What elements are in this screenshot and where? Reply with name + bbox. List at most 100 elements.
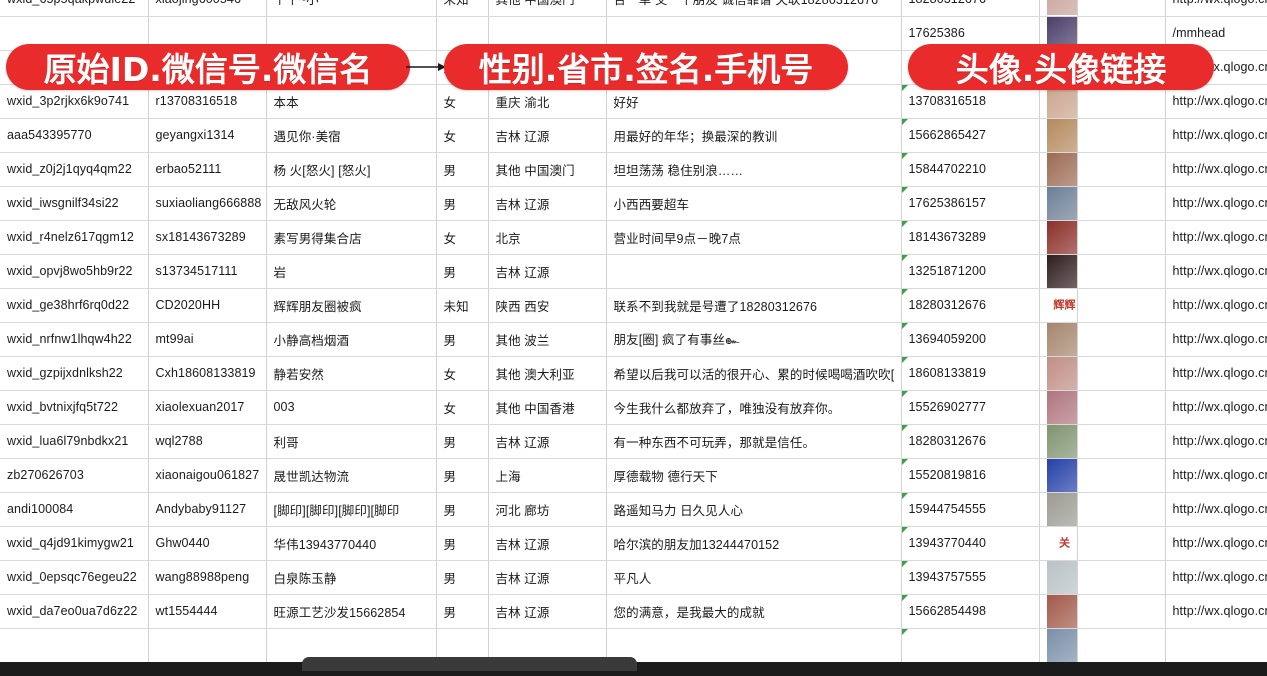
cell-avatar[interactable]: [1039, 390, 1078, 425]
cell-region[interactable]: 其他 澳大利亚: [488, 356, 607, 391]
cell-region[interactable]: 河北 廊坊: [488, 492, 607, 527]
cell-avatar[interactable]: 关: [1039, 526, 1078, 561]
cell-avatar[interactable]: [1039, 424, 1078, 459]
cell-raw-id[interactable]: wxid_q4jd91kimygw21: [0, 526, 149, 561]
cell-avatar-link[interactable]: http://wx.qlogo.cn/mmhead: [1165, 356, 1267, 391]
cell-signature[interactable]: 有一种东西不可玩弄，那就是信任。: [606, 424, 902, 459]
cell-wechat-name[interactable]: 小静高档烟酒: [266, 322, 437, 357]
cell-avatar[interactable]: [1039, 220, 1078, 255]
table-row[interactable]: aaa543395770 geyangxi1314 遇见你·美宿女吉林 辽源 用最好的…: [0, 118, 1267, 153]
cell-wechat-id[interactable]: [148, 628, 267, 663]
cell-phone[interactable]: 18143673289: [901, 220, 1040, 255]
cell-raw-id[interactable]: wxid_bvtnixjfq5t722: [0, 390, 149, 425]
cell-spacer[interactable]: [1077, 152, 1166, 187]
cell-signature[interactable]: 今生我什么都放弃了，唯独没有放弃你。: [606, 390, 902, 425]
table-row[interactable]: wxid_65p5qakpwuie22xiaojing600546丫丫~小未知其…: [0, 0, 1267, 17]
cell-wechat-name[interactable]: 旺源工艺沙发15662854: [266, 594, 437, 629]
cell-raw-id[interactable]: aaa543395770: [0, 118, 149, 153]
cell-gender[interactable]: 男: [436, 424, 489, 459]
cell-phone[interactable]: 15844702210: [901, 152, 1040, 187]
cell-wechat-name[interactable]: 素写男得集合店: [266, 220, 437, 255]
cell-phone[interactable]: 18280312676: [901, 288, 1040, 323]
cell-signature[interactable]: 合一单 交一个朋友 诚信靠谱 失联18280312676: [606, 0, 902, 17]
cell-raw-id[interactable]: [0, 628, 149, 663]
table-row[interactable]: wxid_0epsqc76egeu22 wang88988peng 白泉陈玉静男吉林…: [0, 560, 1267, 595]
cell-phone[interactable]: 18608133819: [901, 356, 1040, 391]
cell-region[interactable]: 北京: [488, 220, 607, 255]
cell-wechat-id[interactable]: Andybaby91127: [148, 492, 267, 527]
cell-phone[interactable]: [901, 628, 1040, 663]
cell-spacer[interactable]: [1077, 322, 1166, 357]
cell-wechat-name[interactable]: 华伟13943770440: [266, 526, 437, 561]
cell-wechat-id[interactable]: CD2020HH: [148, 288, 267, 323]
cell-avatar-link[interactable]: http://wx.qlogo.cn/mmhead: [1165, 458, 1267, 493]
cell-avatar-link[interactable]: http://wx.qlogo.cn/mmhead: [1165, 526, 1267, 561]
table-row[interactable]: wxid_da7eo0ua7d6z22 wt1554444 旺源工艺沙发156628…: [0, 594, 1267, 629]
cell-signature[interactable]: [606, 628, 902, 663]
cell-wechat-id[interactable]: xiaojing600546: [148, 0, 267, 17]
cell-wechat-name[interactable]: 丫丫~小: [266, 0, 437, 17]
cell-region[interactable]: [488, 628, 607, 663]
cell-gender[interactable]: 未知: [436, 288, 489, 323]
table-row[interactable]: wxid_ge38hrf6rq0d22 CD2020HH 辉辉朋友圈被疯 未知 陕西 西…: [0, 288, 1267, 323]
cell-wechat-name[interactable]: 静若安然: [266, 356, 437, 391]
cell-region[interactable]: 上海: [488, 458, 607, 493]
cell-spacer[interactable]: [1077, 492, 1166, 527]
cell-avatar-link[interactable]: http://wx.qlogo.cn/mmhead: [1165, 560, 1267, 595]
cell-wechat-name[interactable]: [266, 628, 437, 663]
table-row[interactable]: wxid_nrfnw1lhqw4h22 mt99ai 小静高档烟酒男其他 波兰 朋友[…: [0, 322, 1267, 357]
table-row[interactable]: wxid_lua6l79nbdkx21 wql2788 利哥男吉林 辽源 有一种东西不…: [0, 424, 1267, 459]
cell-gender[interactable]: 男: [436, 560, 489, 595]
cell-raw-id[interactable]: wxid_r4nelz617qgm12: [0, 220, 149, 255]
cell-spacer[interactable]: [1077, 356, 1166, 391]
cell-wechat-id[interactable]: xiaolexuan2017: [148, 390, 267, 425]
cell-phone[interactable]: 15944754555: [901, 492, 1040, 527]
cell-wechat-name[interactable]: 无敌风火轮: [266, 186, 437, 221]
cell-phone[interactable]: 15520819816: [901, 458, 1040, 493]
cell-wechat-id[interactable]: wt1554444: [148, 594, 267, 629]
cell-gender[interactable]: 男: [436, 322, 489, 357]
cell-wechat-id[interactable]: suxiaoliang666888: [148, 186, 267, 221]
cell-gender[interactable]: 未知: [436, 0, 489, 17]
cell-signature[interactable]: 坦坦荡荡 稳住别浪……: [606, 152, 902, 187]
table-row[interactable]: zb270626703 xiaonaigou061827 晟世凯达物流男上海 厚德载物…: [0, 458, 1267, 493]
cell-phone[interactable]: 15662854498: [901, 594, 1040, 629]
cell-spacer[interactable]: [1077, 628, 1166, 663]
cell-raw-id[interactable]: wxid_gzpijxdnlksh22: [0, 356, 149, 391]
cell-avatar[interactable]: [1039, 152, 1078, 187]
cell-avatar-link[interactable]: http://wx.qlogo.cn/mmhead: [1165, 84, 1267, 119]
cell-wechat-name[interactable]: 遇见你·美宿: [266, 118, 437, 153]
cell-region[interactable]: 吉林 辽源: [488, 526, 607, 561]
cell-gender[interactable]: 男: [436, 492, 489, 527]
table-row[interactable]: wxid_gzpijxdnlksh22 Cxh18608133819 静若安然女其他…: [0, 356, 1267, 391]
cell-region[interactable]: 其他 中国澳门: [488, 152, 607, 187]
cell-avatar-link[interactable]: http://wx.qlogo.cn/mmhead: [1165, 0, 1267, 17]
cell-avatar[interactable]: 辉辉: [1039, 288, 1078, 323]
cell-wechat-name[interactable]: 利哥: [266, 424, 437, 459]
cell-phone[interactable]: 17625386157: [901, 186, 1040, 221]
cell-wechat-name[interactable]: 白泉陈玉静: [266, 560, 437, 595]
cell-signature[interactable]: 小西西要超车: [606, 186, 902, 221]
cell-spacer[interactable]: [1077, 118, 1166, 153]
cell-gender[interactable]: 女: [436, 356, 489, 391]
cell-spacer[interactable]: [1077, 254, 1166, 289]
cell-signature[interactable]: [606, 254, 902, 289]
cell-avatar-link[interactable]: http://wx.qlogo.cn/mmhead: [1165, 152, 1267, 187]
cell-gender[interactable]: 女: [436, 118, 489, 153]
cell-avatar[interactable]: [1039, 560, 1078, 595]
table-row[interactable]: wxid_r4nelz617qgm12 sx18143673289 素写男得集合店女…: [0, 220, 1267, 255]
cell-spacer[interactable]: [1077, 186, 1166, 221]
cell-avatar-link[interactable]: http://wx.qlogo.cn/mmhead: [1165, 594, 1267, 629]
cell-wechat-id[interactable]: wang88988peng: [148, 560, 267, 595]
cell-avatar[interactable]: [1039, 16, 1078, 51]
cell-spacer[interactable]: [1077, 220, 1166, 255]
cell-avatar[interactable]: [1039, 118, 1078, 153]
table-row[interactable]: [0, 628, 1267, 663]
cell-signature[interactable]: 营业时间早9点－晚7点: [606, 220, 902, 255]
cell-raw-id[interactable]: wxid_65p5qakpwuie22: [0, 0, 149, 17]
cell-gender[interactable]: [436, 628, 489, 663]
cell-spacer[interactable]: [1077, 424, 1166, 459]
cell-avatar-link[interactable]: http://wx.qlogo.cn/mmhead: [1165, 118, 1267, 153]
cell-phone[interactable]: 13943770440: [901, 526, 1040, 561]
